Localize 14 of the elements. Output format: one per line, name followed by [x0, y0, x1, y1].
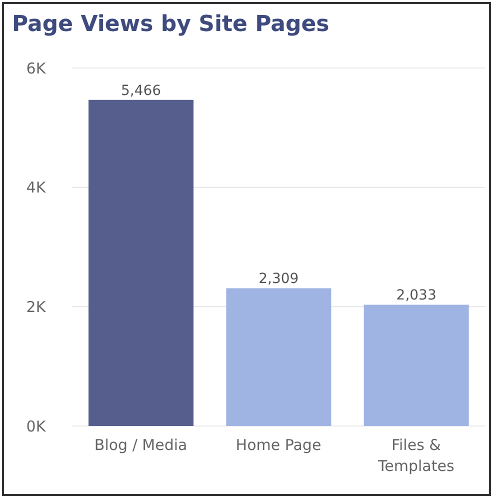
y-tick-label: 2K	[26, 298, 47, 316]
data-label: 5,466	[120, 82, 162, 99]
x-tick-label: Blog / Media	[94, 436, 188, 454]
bar	[226, 288, 332, 426]
x-tick-label: Home Page	[236, 436, 322, 454]
x-tick-label: Files & Templates	[377, 436, 454, 475]
bar	[88, 100, 194, 426]
chart-title: Page Views by Site Pages	[12, 12, 330, 37]
data-label: 2,033	[396, 288, 436, 304]
y-tick-label: 0K	[26, 417, 47, 436]
bar	[364, 304, 469, 426]
y-tick-label: 6K	[26, 59, 47, 78]
y-tick-label: 4K	[26, 178, 47, 197]
data-label: 2,309	[258, 271, 299, 288]
